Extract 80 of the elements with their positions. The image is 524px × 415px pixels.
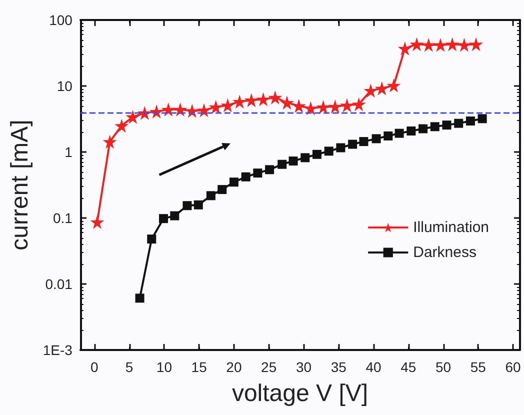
point [316,100,330,114]
point [359,137,368,146]
point [244,93,258,108]
point [442,120,452,130]
point [170,211,180,220]
point [469,37,484,52]
point [292,98,306,113]
point [406,126,416,136]
point [478,114,487,124]
x-tick-label: 35 [330,359,347,375]
point [374,81,389,96]
y-tick-label: 1 [64,144,73,160]
point [135,294,144,303]
y-tick-label: 1E-3 [42,342,73,358]
point [208,100,223,114]
y-axis-title: current [mA] [6,120,34,250]
point [300,153,310,162]
point [218,185,227,194]
x-tick-label: 40 [366,359,382,375]
point [466,116,475,126]
x-tick-label: 10 [156,359,172,375]
point [220,98,235,112]
point [253,168,262,178]
point [265,165,274,174]
legend-label: Darkness [413,244,476,261]
y-tick-label: 0.1 [53,210,73,226]
legend-label: Illumination [413,219,490,236]
x-tick-label: 55 [470,359,486,375]
point [126,110,140,124]
point [206,191,216,200]
point [268,90,282,104]
point [410,37,424,52]
x-tick-label: 60 [505,359,522,375]
point [398,42,412,56]
point [364,84,378,98]
x-tick-label: 0 [90,359,99,375]
point [182,201,192,210]
point [422,38,436,52]
y-tick-label: 0.01 [45,276,73,292]
x-tick-label: 20 [226,359,242,375]
x-tick-label: 45 [400,359,416,375]
point [241,172,250,182]
point [430,122,440,132]
y-tick-label: 100 [49,12,73,28]
point [386,78,401,92]
point [418,124,428,134]
point [90,214,104,229]
x-tick-label: 25 [261,359,277,375]
point [280,96,294,110]
x-tick-label: 15 [191,359,208,375]
point [352,97,366,112]
x-axis-title: voltage V [V] [230,380,370,408]
y-tick-label: 10 [56,78,73,94]
point [454,118,464,128]
point [324,146,334,156]
point [114,118,129,133]
point [348,140,358,149]
point [288,156,298,166]
point [433,38,448,52]
point [457,38,472,52]
point [445,37,460,52]
point [312,150,322,159]
point [173,102,188,117]
point [328,99,342,114]
point [147,234,156,244]
point [229,178,238,187]
point [340,98,354,112]
point [372,134,381,144]
point [196,103,211,118]
point [102,134,117,149]
x-tick-label: 30 [296,359,312,375]
x-tick-label: 5 [125,359,134,375]
x-tick-label: 50 [435,359,452,375]
point [384,131,393,140]
point [394,128,404,138]
point [194,200,203,210]
point [158,214,168,224]
point [278,160,287,169]
point [336,143,346,152]
point [304,101,318,116]
